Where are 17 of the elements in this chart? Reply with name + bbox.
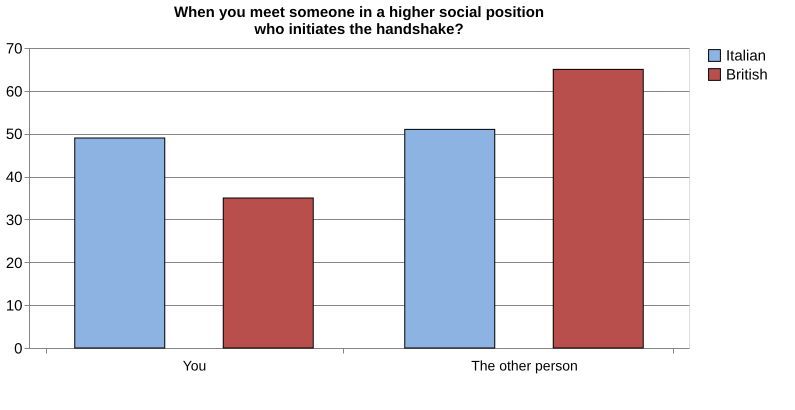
x-tick-label: You bbox=[182, 358, 206, 374]
x-tick-label: The other person bbox=[471, 358, 578, 374]
y-tick-label: 0 bbox=[14, 340, 22, 358]
y-tick-label: 10 bbox=[6, 298, 22, 315]
legend-label: British bbox=[726, 66, 768, 84]
bar bbox=[404, 128, 496, 348]
y-tick-label: 40 bbox=[6, 169, 22, 186]
y-tick-label: 50 bbox=[6, 126, 22, 144]
bar bbox=[552, 68, 644, 348]
y-tick-label: 60 bbox=[6, 83, 22, 100]
legend-label: Italian bbox=[726, 48, 766, 64]
chart-title: When you meet someone in a higher social position who initiates the handshake? bbox=[174, 4, 544, 38]
bar bbox=[74, 138, 166, 348]
bar bbox=[222, 198, 314, 348]
y-tick-label: 70 bbox=[6, 40, 22, 58]
y-tick-label: 20 bbox=[6, 254, 22, 272]
y-tick-label: 30 bbox=[6, 212, 22, 229]
